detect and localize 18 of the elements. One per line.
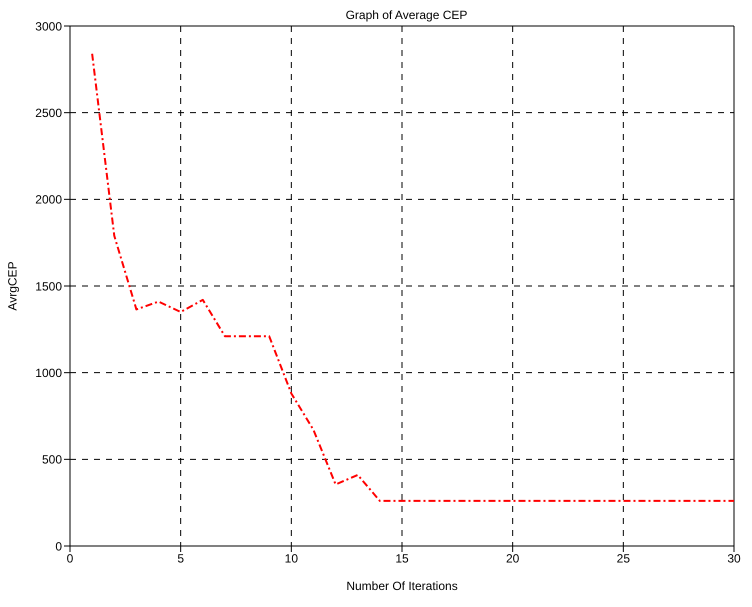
y-tick-label: 0 [55,539,62,554]
x-axis-title: Number Of Iterations [346,579,458,593]
chart-title: Graph of Average CEP [344,8,468,22]
x-tick-label: 15 [395,552,409,566]
line-series [91,52,734,502]
y-tick-label: 2500 [35,106,62,120]
x-tick-label: 30 [727,552,741,566]
x-tick-label: 10 [284,552,298,566]
y-tick-label: 500 [42,452,62,467]
x-tick-label: 20 [506,552,520,566]
x-tick-label: 25 [616,552,630,566]
y-tick-label: 3000 [35,19,62,34]
x-tick-label: 5 [177,552,184,566]
y-tick-label: 2000 [35,192,62,207]
y-tick-label: 1500 [35,279,62,294]
y-axis-title: AvrgCEP [5,261,20,311]
x-tick-label: 0 [66,552,74,566]
y-tick-label: 1000 [35,366,62,380]
